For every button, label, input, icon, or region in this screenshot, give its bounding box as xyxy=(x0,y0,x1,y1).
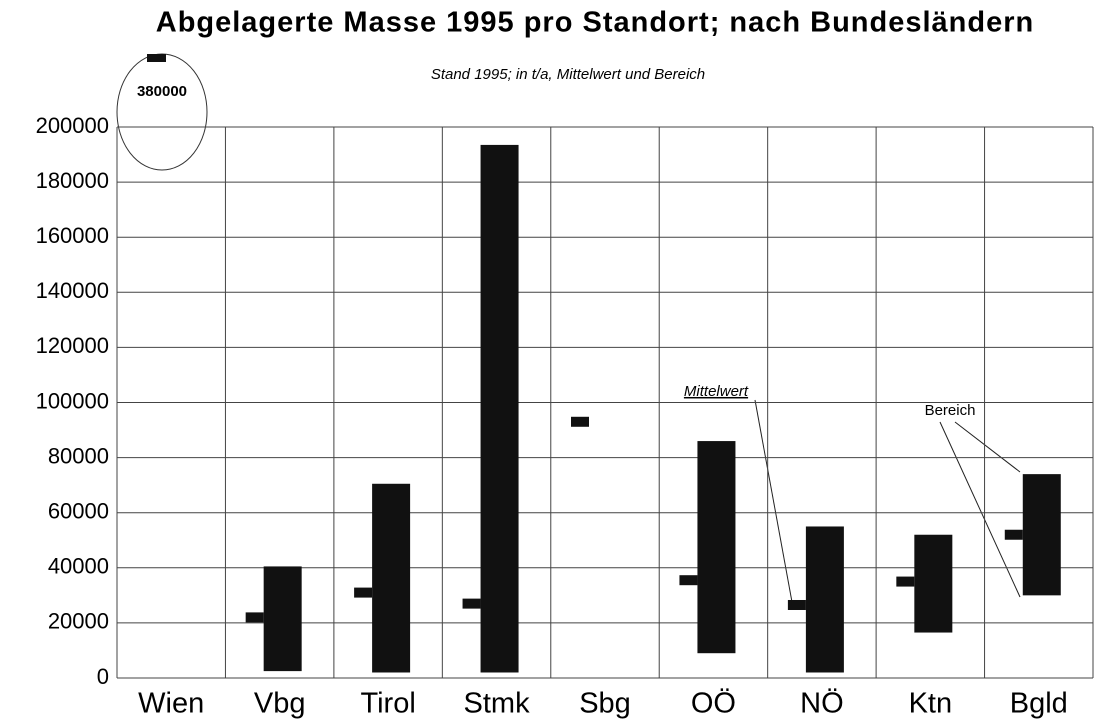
y-tick-label: 100000 xyxy=(36,388,109,413)
range-bar xyxy=(372,483,411,673)
mean-marker xyxy=(462,598,481,609)
annotation-label: Bereich xyxy=(925,402,976,419)
range-bar xyxy=(697,441,736,654)
y-tick-label: 0 xyxy=(97,664,109,689)
x-tick-label: NÖ xyxy=(800,688,844,720)
mean-marker xyxy=(1004,529,1023,540)
x-tick-label: OÖ xyxy=(691,688,736,720)
mean-marker xyxy=(245,612,264,623)
x-tick-label: Bgld xyxy=(1010,688,1068,720)
x-tick-label: Ktn xyxy=(909,688,953,720)
x-tick-label: Stmk xyxy=(464,688,531,720)
y-tick-label: 40000 xyxy=(48,554,109,579)
mean-marker xyxy=(571,416,589,427)
y-tick-label: 140000 xyxy=(36,278,109,303)
range-bar xyxy=(1022,474,1061,596)
y-tick-label: 160000 xyxy=(36,223,109,248)
y-tick-label: 20000 xyxy=(48,609,109,634)
y-tick-label: 180000 xyxy=(36,168,109,193)
y-tick-label: 60000 xyxy=(48,499,109,524)
mean-marker xyxy=(147,54,166,62)
chart-subtitle: Stand 1995; in t/a, Mittelwert und Berei… xyxy=(431,66,705,83)
chart-title: Abgelagerte Masse 1995 pro Standort; nac… xyxy=(156,7,1034,39)
x-tick-label: Tirol xyxy=(360,688,415,720)
x-tick-label: Vbg xyxy=(254,688,306,720)
range-bar xyxy=(480,144,519,673)
range-bar xyxy=(914,534,953,633)
range-bar xyxy=(805,526,844,673)
leader-lines xyxy=(754,399,1021,603)
mean-label: 380000 xyxy=(137,83,187,100)
y-tick-label: 200000 xyxy=(36,113,109,138)
mean-marker xyxy=(896,576,915,587)
annotation-label: Mittelwert xyxy=(684,383,749,400)
y-tick-label: 120000 xyxy=(36,333,109,358)
x-tick-label: Wien xyxy=(138,688,204,720)
mean-marker xyxy=(679,575,698,586)
leader-line xyxy=(754,399,793,603)
mean-marker xyxy=(354,587,373,598)
y-tick-label: 80000 xyxy=(48,443,109,468)
leader-line xyxy=(954,421,1021,473)
x-tick-label: Sbg xyxy=(579,688,631,720)
callout-ellipse xyxy=(116,53,208,171)
mean-marker xyxy=(787,599,806,610)
range-bar xyxy=(263,566,302,672)
